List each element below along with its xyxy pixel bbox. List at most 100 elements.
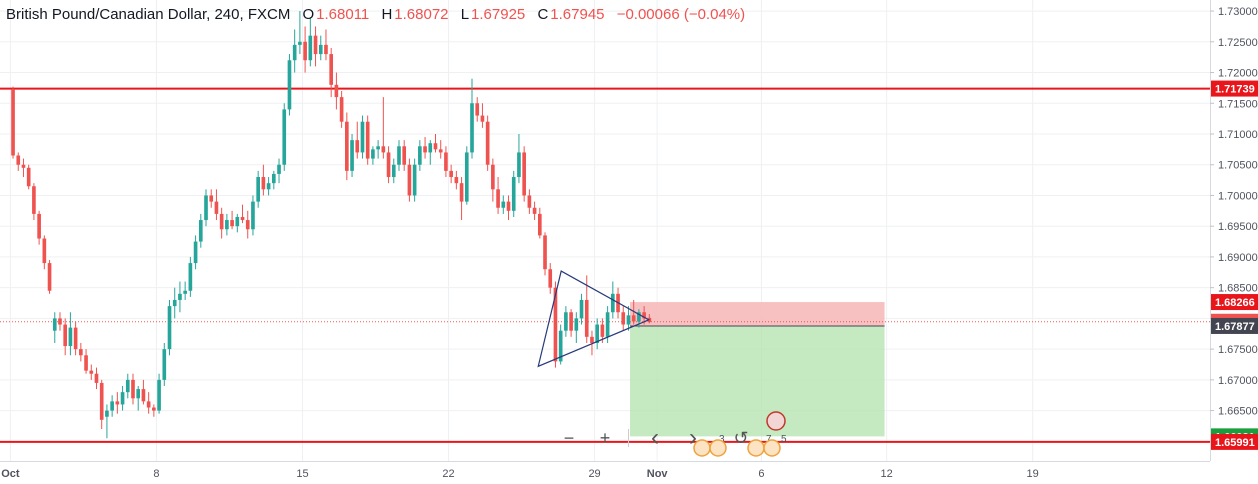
- price-tick-label: 1.70500: [1218, 160, 1258, 172]
- candle-body: [381, 146, 386, 153]
- candle-body: [94, 373, 99, 383]
- position-tool[interactable]: [630, 302, 885, 437]
- toolbar-separator: [628, 429, 629, 447]
- candle-body: [386, 152, 391, 178]
- take-profit-zone[interactable]: [630, 325, 885, 437]
- scroll-right-button[interactable]: ›: [689, 424, 697, 451]
- candle-body: [209, 195, 214, 202]
- entry-price-tag-bg: [1211, 317, 1258, 334]
- candle-body: [256, 177, 260, 202]
- symbol-title: British Pound/Canadian Dollar, 240, FXCM: [6, 6, 291, 23]
- candle-body: [397, 146, 401, 165]
- candle-body: [438, 149, 443, 153]
- candle-body: [271, 173, 276, 184]
- candle-body: [26, 167, 31, 187]
- candle-body: [496, 189, 500, 208]
- candle-body: [464, 152, 469, 202]
- candle-body: [339, 97, 344, 122]
- candle-body: [277, 164, 281, 174]
- candles: [11, 11, 652, 439]
- candle-body: [621, 312, 626, 325]
- reset-chart-button[interactable]: ↺: [733, 428, 749, 448]
- candle-body: [146, 401, 151, 408]
- candle-body: [590, 336, 594, 343]
- price-tick-label: 1.72000: [1218, 68, 1258, 80]
- candle-body: [313, 35, 318, 55]
- price-tick-label: 1.68500: [1218, 283, 1258, 295]
- grid-lines: [0, 0, 1210, 461]
- candle-body: [324, 44, 328, 55]
- candle-body: [532, 207, 537, 214]
- candle-body: [37, 213, 41, 239]
- candle-body: [183, 290, 187, 294]
- candle-body: [610, 293, 615, 313]
- candle-body: [73, 327, 78, 350]
- candle-body: [412, 164, 417, 196]
- price-axis[interactable]: 1.73000 1.72500 1.72000 1.71500 1.71000 1.705…: [1210, 0, 1258, 484]
- candle-body: [303, 41, 307, 61]
- price-tick-label: 1.70000: [1218, 190, 1258, 202]
- time-tick-label: 22: [442, 468, 454, 480]
- candle-body: [407, 164, 412, 196]
- candle-body: [418, 146, 422, 165]
- candle-body: [42, 238, 47, 264]
- candle-body: [188, 263, 193, 291]
- candle-body: [569, 312, 573, 331]
- stop-loss-zone[interactable]: [630, 302, 885, 326]
- time-tick-label: 29: [588, 468, 600, 480]
- uk-flag-icon[interactable]: [766, 411, 786, 431]
- zoom-out-button[interactable]: −: [563, 428, 575, 448]
- time-axis-background: [0, 461, 1210, 484]
- triangle-pattern[interactable]: [537, 270, 651, 368]
- candle-body: [16, 155, 21, 165]
- triangle-drawing[interactable]: [537, 270, 651, 368]
- candle-body: [225, 220, 229, 230]
- horizontal-levels[interactable]: [0, 87, 1210, 443]
- high-value: 1.68072: [394, 6, 449, 23]
- candle-body: [47, 263, 52, 291]
- candle-body: [172, 299, 177, 307]
- candle-body: [548, 269, 553, 288]
- level-price-tag: 1.65991: [1215, 437, 1255, 449]
- open-label: O: [302, 6, 315, 23]
- candle-body: [125, 379, 130, 393]
- candle-body: [600, 324, 605, 337]
- scroll-left-button[interactable]: ‹: [651, 424, 659, 451]
- candle-body: [235, 216, 240, 227]
- candle-body: [423, 146, 427, 153]
- candle-body: [642, 312, 646, 319]
- candle-body: [11, 89, 15, 156]
- level-price-tag-bg: [1211, 80, 1258, 97]
- candle-body: [136, 389, 141, 399]
- candle-body: [167, 306, 172, 350]
- candle-body: [298, 41, 302, 45]
- time-axis[interactable]: Oct 8 15 22 29 Nov 6 12 19: [0, 461, 1210, 484]
- time-tick-label: 15: [296, 468, 308, 480]
- price-tick-label: 1.73000: [1218, 6, 1258, 18]
- close-value: 1.67945: [550, 6, 605, 23]
- zoom-in-button[interactable]: +: [599, 428, 611, 448]
- candle-body: [32, 186, 36, 214]
- candle-body: [376, 146, 380, 150]
- stop-price-tag-bg: [1211, 294, 1258, 311]
- candle-body: [251, 201, 255, 230]
- candle-body: [485, 121, 490, 165]
- candle-body: [444, 152, 448, 171]
- candle-body: [21, 164, 26, 168]
- candle-body: [365, 121, 370, 159]
- price-tick-label: 1.67000: [1218, 375, 1258, 387]
- candle-body: [537, 213, 542, 236]
- event-marker-icon[interactable]: [709, 439, 727, 457]
- event-marker-icon[interactable]: [763, 439, 781, 457]
- symbol-legend: British Pound/Canadian Dollar, 240, FXCM…: [6, 6, 745, 23]
- candle-body: [454, 177, 459, 184]
- candle-body: [245, 220, 250, 230]
- level-price-tag-bg: [1211, 433, 1258, 450]
- time-tick-label: 12: [881, 468, 893, 480]
- price-tick-label: 1.71000: [1218, 129, 1258, 141]
- candle-body: [89, 370, 94, 374]
- candle-body: [230, 220, 234, 227]
- candle-body: [433, 143, 438, 150]
